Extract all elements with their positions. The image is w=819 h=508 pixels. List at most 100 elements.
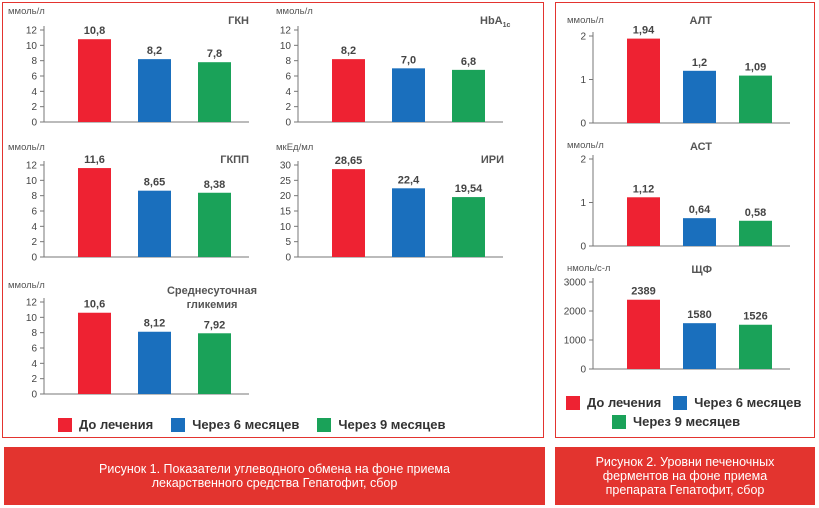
legend-swatch-9-months	[317, 417, 332, 432]
legend2-swatch-6-months	[673, 395, 688, 410]
glyc-data-label-m9: 7,92	[204, 319, 225, 331]
shf-tick-label-0: 0	[580, 365, 586, 376]
gkpp-bar-before	[78, 168, 111, 257]
hba1c-bar-m9	[452, 69, 485, 122]
legend2-item-before: До лечения	[566, 395, 661, 410]
legend2-item-9-months: Через 9 месяцев	[612, 414, 740, 429]
gkn-tick-label-4: 4	[31, 87, 37, 98]
alt-tick-label-1: 1	[580, 75, 586, 86]
ast-unit-label: ммоль/л	[567, 140, 604, 151]
iri-tick-label-30: 30	[280, 161, 292, 172]
ast-tick-label-0: 0	[580, 242, 586, 253]
legend-item-before: До лечения	[58, 417, 153, 432]
gkpp-tick-label-2: 2	[31, 237, 37, 248]
iri-bar-m9	[452, 197, 485, 257]
shf-data-label-before: 2389	[631, 286, 655, 298]
figure1-caption-line2: лекарственного средства Гепатофит, сбор	[151, 476, 398, 490]
figure2-panel	[555, 2, 815, 438]
hba1c-data-label-before: 8,2	[341, 45, 356, 57]
gkpp-tick-label-10: 10	[26, 176, 38, 187]
ast-bar-m6	[683, 218, 716, 246]
iri-tick-label-5: 5	[285, 237, 291, 248]
alt-data-label-m6: 1,2	[692, 57, 707, 69]
gkn-tick-label-10: 10	[26, 41, 38, 52]
ast-tick-label-2: 2	[580, 155, 586, 166]
gkn-unit-label: ммоль/л	[8, 6, 45, 17]
figure2-caption: Рисунок 2. Уровни печеночных ферментов н…	[555, 447, 815, 505]
shf-unit-label: нмоль/с-л	[567, 263, 610, 274]
alt-data-label-before: 1,94	[633, 25, 655, 37]
legend-swatch-6-months	[171, 417, 186, 432]
gkn-bar-m9	[198, 62, 231, 122]
gkpp-tick-label-0: 0	[31, 253, 37, 264]
iri-data-label-before: 28,65	[335, 155, 363, 167]
hba1c-title: HbA1c	[480, 15, 511, 29]
iri-data-label-m9: 19,54	[455, 183, 483, 195]
gkn-bar-m6	[138, 59, 171, 122]
legend2-label-9-months: Через 9 месяцев	[633, 414, 741, 429]
gkn-tick-label-8: 8	[31, 56, 37, 67]
glyc-tick-label-12: 12	[26, 298, 38, 309]
glyc-data-label-before: 10,6	[84, 299, 105, 311]
ast-data-label-before: 1,12	[633, 183, 654, 195]
gkn-tick-label-6: 6	[31, 72, 37, 83]
shf-tick-label-1000: 1000	[564, 336, 587, 347]
hba1c-tick-label-10: 10	[280, 41, 292, 52]
gkpp-title: ГКПП	[220, 154, 249, 166]
figure1-caption: Рисунок 1. Показатели углеводного обмена…	[4, 447, 545, 505]
legend-figure2-row2: Через 9 месяцев	[612, 414, 758, 429]
gkn-tick-label-2: 2	[31, 102, 37, 113]
hba1c-title-subscript: 1c	[503, 22, 511, 29]
glyc-tick-label-10: 10	[26, 313, 38, 324]
ast-bar-m9	[739, 220, 772, 246]
iri-tick-label-15: 15	[280, 207, 292, 218]
glyc-tick-label-8: 8	[31, 328, 37, 339]
legend2-label-6-months: Через 6 месяцев	[694, 395, 802, 410]
gkn-tick-label-0: 0	[31, 118, 37, 129]
gkpp-unit-label: ммоль/л	[8, 142, 45, 153]
shf-bar-m9	[739, 324, 772, 369]
alt-data-label-m9: 1,09	[745, 62, 766, 74]
hba1c-data-label-m6: 7,0	[401, 54, 416, 66]
gkpp-data-label-m9: 8,38	[204, 179, 225, 191]
gkpp-tick-label-12: 12	[26, 161, 38, 172]
hba1c-unit-label: ммоль/л	[276, 6, 313, 17]
gkpp-tick-label-8: 8	[31, 191, 37, 202]
glyc-tick-label-4: 4	[31, 359, 37, 370]
shf-tick-label-3000: 3000	[564, 278, 587, 289]
ast-data-label-m6: 0,64	[689, 204, 711, 216]
gkpp-bar-m6	[138, 190, 171, 257]
alt-tick-label-2: 2	[580, 32, 586, 43]
legend2-label-before: До лечения	[587, 395, 662, 410]
alt-bar-m6	[683, 70, 716, 123]
glyc-title-line-2: гликемия	[187, 299, 238, 311]
gkn-data-label-m9: 7,8	[207, 48, 222, 60]
gkn-bar-before	[78, 39, 111, 123]
glyc-bar-before	[78, 312, 111, 394]
shf-bar-m6	[683, 323, 716, 369]
gkn-data-label-m6: 8,2	[147, 45, 162, 57]
glyc-bar-m9	[198, 333, 231, 394]
legend-label-before: До лечения	[79, 417, 154, 432]
iri-tick-label-10: 10	[280, 222, 292, 233]
figure2-caption-line2: ферментов на фоне приема	[602, 469, 768, 483]
legend-figure2: До лечения Через 6 месяцев	[566, 395, 801, 410]
iri-tick-label-0: 0	[285, 253, 291, 264]
glyc-unit-label: ммоль/л	[8, 280, 45, 291]
ast-title: АСТ	[690, 141, 712, 153]
iri-tick-label-25: 25	[280, 176, 292, 187]
hba1c-tick-label-2: 2	[285, 102, 291, 113]
shf-tick-label-2000: 2000	[564, 307, 587, 318]
iri-tick-label-20: 20	[280, 191, 292, 202]
hba1c-tick-label-12: 12	[280, 26, 292, 37]
gkpp-data-label-before: 11,6	[84, 154, 105, 166]
iri-title: ИРИ	[481, 154, 504, 166]
iri-data-label-m6: 22,4	[398, 174, 420, 186]
shf-title: ЩФ	[691, 264, 712, 276]
legend-swatch-before	[58, 417, 72, 432]
legend-label-9-months: Через 9 месяцев	[338, 417, 446, 432]
hba1c-bar-m6	[392, 68, 425, 122]
shf-data-label-m9: 1526	[743, 311, 767, 323]
alt-bar-m9	[739, 75, 772, 123]
